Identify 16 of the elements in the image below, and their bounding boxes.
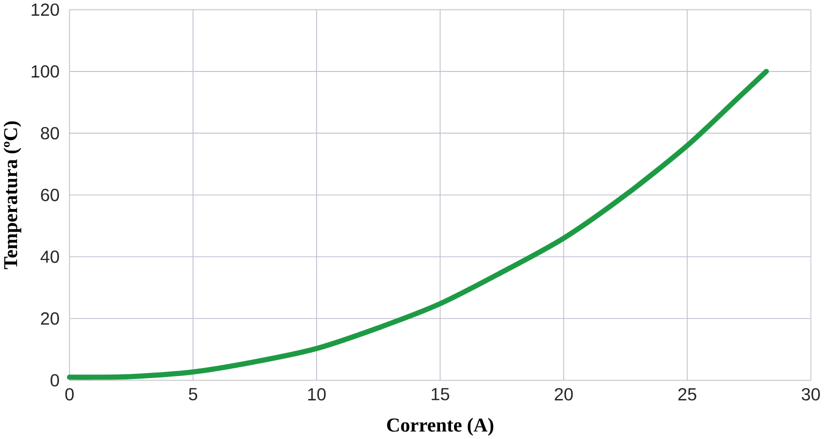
y-tick-label: 20 bbox=[41, 312, 59, 325]
y-tick-label: 40 bbox=[40, 250, 59, 263]
x-tick-label: 30 bbox=[802, 388, 820, 400]
y-tick-label: 120 bbox=[32, 3, 59, 16]
x-tick-label: 15 bbox=[432, 388, 450, 400]
y-tick-label: 100 bbox=[32, 65, 59, 78]
x-axis-title: Corrente (A) bbox=[387, 418, 494, 436]
x-tick-label: 5 bbox=[188, 388, 198, 400]
x-tick-label: 0 bbox=[65, 388, 74, 400]
x-tick-label: 20 bbox=[554, 388, 573, 400]
y-tick-label: 80 bbox=[40, 126, 59, 140]
y-tick-label: 60 bbox=[41, 188, 59, 202]
x-tick-label: 10 bbox=[308, 388, 326, 400]
y-axis-title: Temperatura (ºC) bbox=[3, 121, 22, 270]
x-tick-label: 25 bbox=[678, 388, 696, 400]
y-tick-label: 0 bbox=[50, 374, 59, 386]
